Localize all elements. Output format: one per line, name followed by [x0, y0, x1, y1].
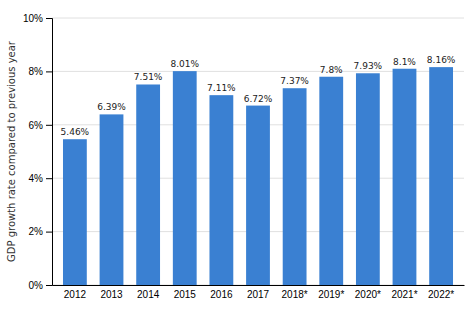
y-tick-label: 4%	[29, 173, 44, 184]
data-label: 6.72%	[244, 94, 273, 104]
x-tick-label: 2017	[247, 289, 270, 300]
bars	[63, 67, 453, 285]
x-tick-label: 2019*	[318, 289, 344, 300]
data-label: 7.37%	[280, 76, 309, 86]
data-label: 8.1%	[393, 57, 416, 67]
y-tick-mark	[46, 285, 52, 286]
x-tick: 2012	[64, 285, 87, 300]
x-tick-label: 2012	[64, 289, 87, 300]
bar	[393, 69, 417, 285]
data-labels: 5.46% 6.39% 7.51% 8.01% 7.11% 6.72% 7.37% 7.8% 7…	[61, 55, 456, 137]
bar	[246, 106, 270, 285]
x-tick: 2020*	[355, 285, 381, 300]
y-tick: 0%	[29, 280, 52, 291]
y-tick-mark	[46, 232, 52, 233]
bar	[136, 84, 160, 285]
x-tick: 2019*	[318, 285, 344, 300]
x-tick: 2018*	[282, 285, 308, 300]
y-axis: 0% 2% 4% 6% 8% 10%	[23, 13, 53, 291]
y-tick-mark	[46, 125, 52, 126]
x-tick: 2013	[100, 285, 123, 300]
x-tick: 2017	[247, 285, 270, 300]
grid-line	[52, 18, 464, 19]
plot: 0%2%4%6%8%10%201220132014201520162017201…	[23, 13, 465, 300]
y-tick-mark	[46, 178, 52, 179]
y-tick-label: 2%	[29, 226, 44, 237]
bar	[429, 67, 453, 285]
y-tick-label: 0%	[29, 280, 44, 291]
y-axis-line	[46, 19, 53, 286]
y-tick: 2%	[29, 226, 52, 237]
bar	[356, 73, 380, 285]
y-tick-label: 10%	[23, 13, 43, 24]
data-label: 7.51%	[134, 72, 163, 82]
y-axis-title: GDP growth rate compared to previous yea…	[6, 40, 17, 262]
data-label: 5.46%	[61, 127, 90, 137]
x-axis-line	[53, 285, 465, 286]
x-tick-label: 2022*	[428, 289, 454, 300]
x-tick: 2021*	[391, 285, 417, 300]
y-tick-mark	[46, 18, 52, 19]
bar	[319, 77, 343, 285]
x-tick-label: 2018*	[282, 289, 308, 300]
data-label: 7.11%	[207, 83, 236, 93]
x-tick-label: 2014	[137, 289, 160, 300]
x-tick: 2015	[174, 285, 197, 300]
x-tick-label: 2016	[210, 289, 233, 300]
y-tick: 6%	[29, 120, 52, 131]
bar	[63, 139, 87, 285]
data-label: 7.93%	[354, 61, 383, 71]
grid	[52, 18, 464, 285]
y-tick-label: 8%	[29, 66, 44, 77]
x-tick-label: 2013	[100, 289, 123, 300]
x-tick-label: 2021*	[391, 289, 417, 300]
x-tick: 2016	[210, 285, 233, 300]
x-tick: 2014	[137, 285, 160, 300]
y-tick: 4%	[29, 173, 52, 184]
x-tick: 2022*	[428, 285, 454, 300]
x-tick-label: 2015	[174, 289, 197, 300]
y-tick: 8%	[29, 66, 52, 77]
chart: 0%2%4%6%8%10%201220132014201520162017201…	[0, 0, 474, 309]
y-tick-mark	[46, 71, 52, 72]
x-tick-label: 2020*	[355, 289, 381, 300]
bar	[173, 71, 197, 285]
bar	[209, 95, 233, 285]
y-tick: 10%	[23, 13, 52, 24]
data-label: 8.01%	[170, 59, 199, 69]
x-axis: 2012 2013 2014 2015 2016 2017 2018* 2019* 2020* 2…	[53, 285, 465, 300]
data-label: 6.39%	[97, 102, 126, 112]
y-tick-label: 6%	[29, 120, 44, 131]
bar	[283, 88, 307, 285]
data-label: 8.16%	[427, 55, 456, 65]
data-label: 7.8%	[320, 65, 343, 75]
bar	[100, 114, 124, 285]
